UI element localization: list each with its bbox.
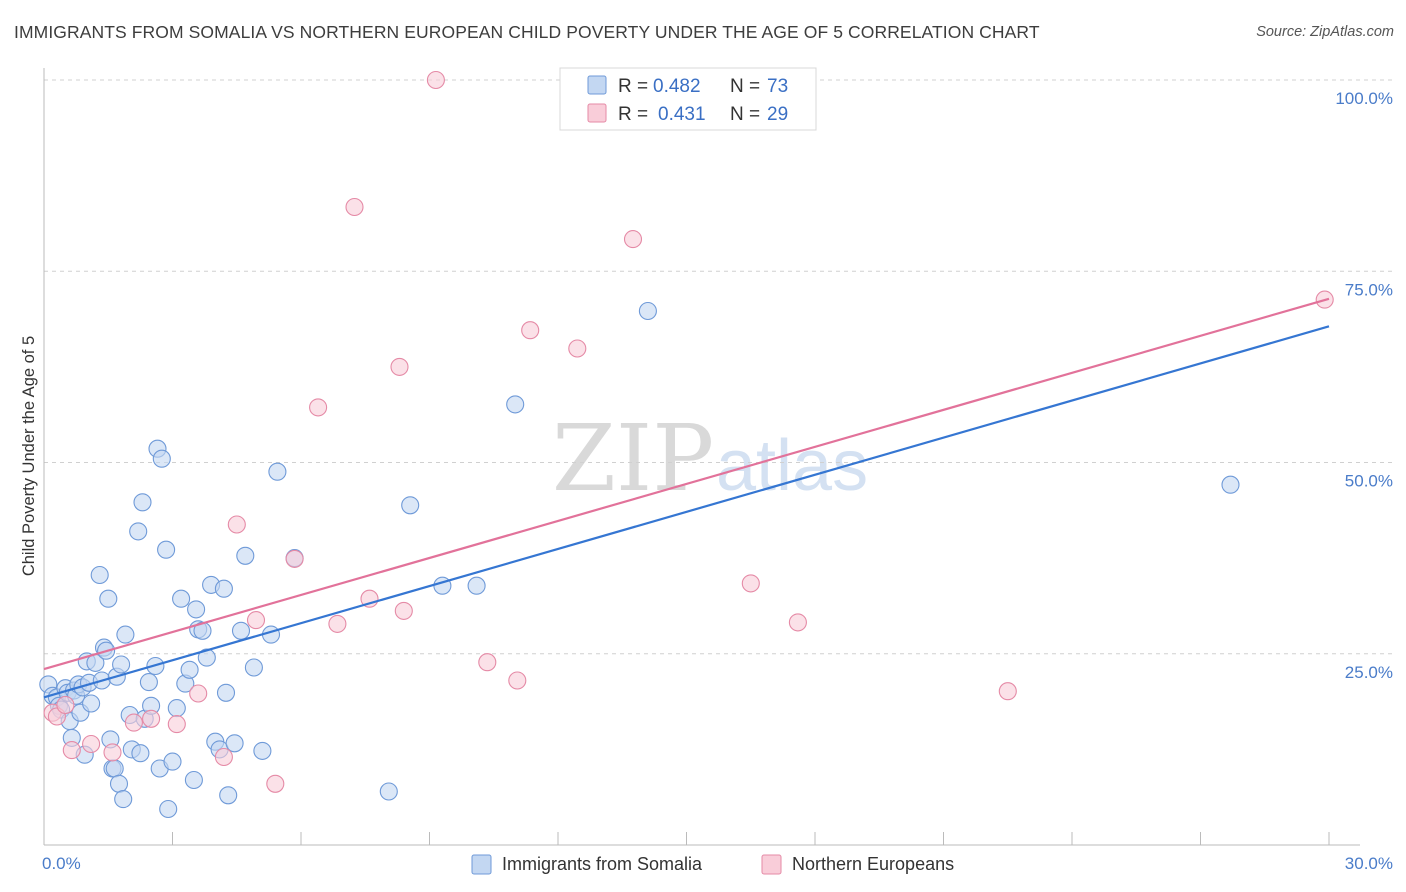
point-somalia-26 — [105, 759, 124, 778]
point-northern-10 — [214, 747, 233, 767]
point-northern-22 — [478, 653, 497, 672]
point-somalia-68 — [268, 462, 287, 481]
point-somalia-63 — [231, 621, 251, 640]
point-somalia-44 — [157, 540, 176, 559]
point-northern-16 — [328, 614, 347, 633]
watermark-zip: ZIP — [552, 405, 714, 512]
series-legend-swatch-somalia — [471, 854, 492, 875]
series-legend-label-somalia: Immigrants from Somalia — [502, 854, 703, 874]
legend-n-value-northern: 29 — [767, 104, 788, 125]
point-somalia-28 — [109, 774, 129, 793]
point-northern-11 — [227, 515, 246, 534]
point-somalia-48 — [172, 589, 191, 608]
point-northern-4 — [82, 734, 101, 754]
legend-r-label-northern: R = — [618, 104, 648, 125]
point-northern-24 — [521, 321, 540, 340]
point-northern-3 — [62, 741, 81, 760]
point-somalia-51 — [184, 770, 203, 790]
point-somalia-38 — [139, 673, 158, 692]
legend-r-value-somalia: 0.482 — [653, 76, 701, 97]
y-tick-label-100: 100.0% — [1335, 89, 1393, 108]
point-somalia-46 — [163, 752, 182, 771]
x-tick-label-0: 0.0% — [42, 854, 81, 873]
point-somalia-55 — [197, 648, 216, 667]
legend-swatch-northern — [587, 103, 607, 123]
point-northern-12 — [246, 611, 266, 630]
point-somalia-60 — [216, 683, 236, 702]
point-somalia-35 — [131, 744, 150, 763]
point-somalia-29 — [112, 655, 131, 674]
point-somalia-31 — [116, 625, 135, 644]
point-northern-29 — [998, 682, 1017, 701]
point-somalia-66 — [253, 741, 272, 760]
point-northern-8 — [167, 715, 186, 734]
point-somalia-73 — [467, 576, 486, 595]
point-northern-20 — [394, 601, 413, 620]
point-northern-25 — [568, 339, 587, 358]
point-somalia-61 — [219, 786, 238, 805]
trend-line-somalia — [43, 325, 1330, 699]
point-somalia-75 — [638, 301, 657, 321]
point-northern-17 — [345, 197, 364, 217]
point-somalia-36 — [133, 493, 152, 512]
x-tick-label-30: 30.0% — [1345, 854, 1393, 873]
point-somalia-74 — [506, 395, 525, 414]
y-tick-label-75: 75.0% — [1345, 280, 1393, 299]
point-somalia-50 — [180, 660, 199, 679]
point-northern-28 — [788, 613, 807, 632]
y-tick-label-25: 25.0% — [1345, 663, 1393, 682]
x-axis-ticks — [172, 832, 1330, 845]
series-northern-points — [43, 70, 1334, 793]
point-somalia-43 — [152, 449, 171, 468]
point-somalia-19 — [90, 565, 109, 585]
point-somalia-62 — [225, 734, 244, 753]
point-somalia-47 — [167, 699, 186, 718]
point-somalia-17 — [82, 694, 101, 713]
point-northern-6 — [124, 713, 143, 732]
point-somalia-23 — [99, 589, 118, 608]
point-somalia-76 — [1221, 475, 1240, 494]
legend-r-value-northern: 0.431 — [658, 104, 706, 125]
y-axis-tick-labels: 25.0% 50.0% 75.0% 100.0% — [1335, 89, 1393, 682]
point-somalia-65 — [244, 658, 263, 677]
legend-n-value-somalia: 73 — [767, 76, 788, 97]
point-northern-19 — [390, 357, 409, 376]
series-legend: Immigrants from Somalia Northern Europea… — [471, 854, 954, 875]
point-somalia-34 — [129, 522, 148, 541]
legend-r-label-somalia: R = — [618, 76, 648, 97]
trend-lines — [43, 297, 1330, 699]
point-northern-13 — [266, 774, 285, 793]
point-northern-15 — [309, 398, 328, 417]
series-somalia-points — [39, 301, 1240, 819]
legend-swatch-somalia — [587, 75, 607, 95]
point-somalia-30 — [114, 790, 133, 809]
point-somalia-71 — [401, 496, 420, 515]
point-somalia-59 — [214, 579, 233, 598]
point-somalia-70 — [379, 782, 398, 801]
trend-line-northern — [43, 297, 1330, 671]
point-somalia-52 — [187, 600, 206, 619]
y-axis-label: Child Poverty Under the Age of 5 — [20, 336, 38, 576]
point-somalia-45 — [159, 799, 178, 819]
point-northern-14 — [285, 549, 304, 568]
point-northern-5 — [103, 743, 122, 762]
series-legend-label-northern: Northern Europeans — [792, 854, 954, 874]
point-northern-27 — [741, 574, 760, 593]
source-attribution: Source: ZipAtlas.com — [1256, 24, 1394, 40]
point-northern-21 — [426, 70, 445, 90]
point-northern-23 — [508, 671, 527, 690]
legend-n-label-somalia: N = — [730, 76, 760, 97]
legend-n-label-northern: N = — [730, 104, 760, 125]
point-northern-7 — [142, 709, 161, 728]
point-somalia-64 — [236, 546, 255, 565]
point-northern-2 — [56, 695, 75, 715]
correlation-legend: R = 0.482 N = 73 R = 0.431 N = 29 — [559, 67, 817, 131]
point-northern-9 — [189, 684, 208, 703]
chart-title: IMMIGRANTS FROM SOMALIA VS NORTHERN EURO… — [14, 22, 1040, 42]
y-tick-label-50: 50.0% — [1345, 472, 1393, 491]
series-legend-swatch-northern — [761, 854, 782, 875]
point-northern-26 — [623, 230, 643, 249]
